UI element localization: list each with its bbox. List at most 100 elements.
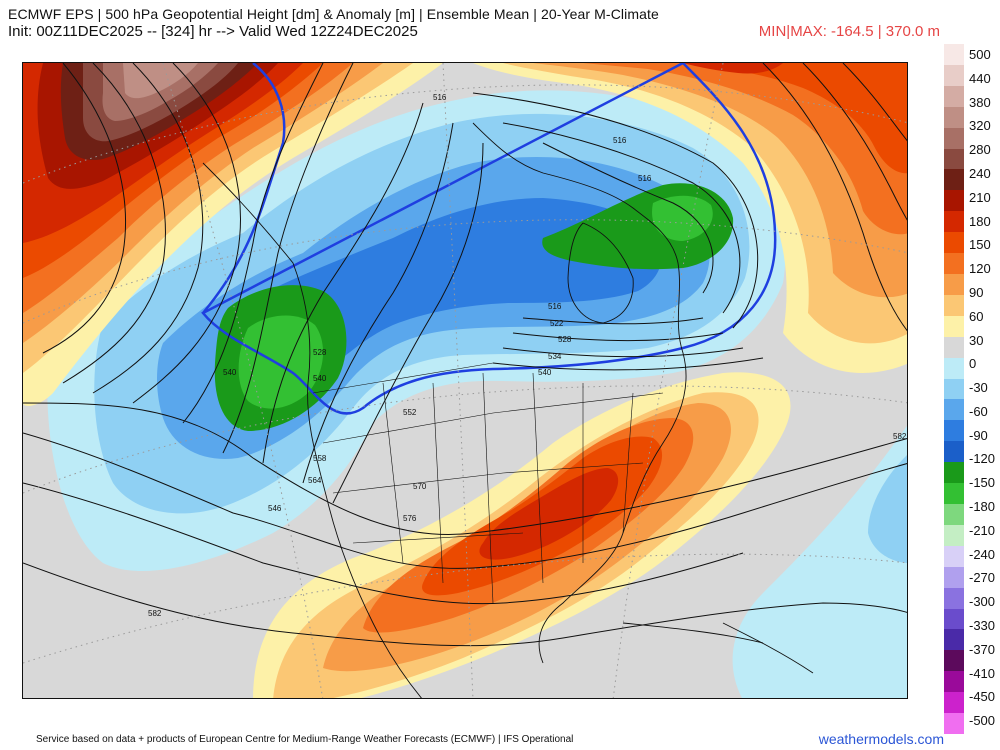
anomaly-pos-deepred-se [479,468,619,560]
legend-label: -370 [969,641,996,657]
legend-swatch [944,462,964,484]
anomaly-neg-lightgreen-east [652,195,713,241]
contour-label: 528 [313,348,327,357]
legend-swatch [944,504,964,526]
legend-label: -30 [969,380,988,396]
legend-label: 380 [969,94,991,110]
contour-label: 570 [413,482,427,491]
contour-label: 552 [403,408,417,417]
legend-swatch [944,629,964,651]
legend-swatch [944,190,964,212]
contour-label: 522 [550,319,564,328]
legend-swatch [944,253,964,275]
legend-label: 240 [969,165,991,181]
min-max-readout: MIN|MAX: -164.5 | 370.0 m [758,23,940,40]
legend-swatch [944,378,964,400]
legend-label: -330 [969,618,996,634]
contour-label: 516 [548,302,562,311]
legend-swatch [944,441,964,463]
anomaly-neg-atlantic-mid [868,455,907,563]
legend-swatch [944,127,964,150]
legend-label: 210 [969,189,991,205]
legend-swatch [944,294,964,317]
legend-label: 150 [969,237,991,253]
legend-swatch [944,85,964,108]
contour-label-group: 516 516 516 516 522 528 534 540 540 528 … [148,93,907,618]
map-subtitle: Init: 00Z11DEC2025 -- [324] hr --> Valid… [8,23,418,40]
contour-label: 564 [308,476,322,485]
legend-label: 500 [969,47,991,62]
anomaly-pos-red-ne [633,63,907,174]
legend-swatch [944,232,964,254]
anomaly-neg-atlantic [732,425,907,698]
data-credit: Service based on data + products of Euro… [36,734,574,745]
legend-swatch [944,169,964,191]
legend-label: -180 [969,499,996,515]
legend-swatch [944,274,964,296]
legend-swatch [944,545,964,568]
contour-label: 558 [313,454,327,463]
legend-label: -410 [969,665,996,681]
legend-label: -500 [969,713,996,729]
contour-label: 576 [403,514,417,523]
legend-swatch [944,399,964,421]
legend-swatch [944,650,964,672]
legend-label: 90 [969,284,984,300]
contour-label: 540 [223,368,237,377]
legend-label: 0 [969,356,977,372]
legend-label: -150 [969,475,996,491]
anomaly-pos-dorange-ne [583,63,907,235]
legend-label: 120 [969,261,991,277]
legend-swatch [944,357,964,380]
map-title: ECMWF EPS | 500 hPa Geopotential Height … [8,6,659,22]
legend-label: 440 [969,70,991,86]
legend-swatch [944,713,964,735]
legend-label: -270 [969,570,996,586]
legend-label: 280 [969,142,991,158]
contour-label: 582 [148,609,162,618]
contour-label: 516 [433,93,447,102]
legend-swatch [944,608,964,630]
legend-swatch [944,524,964,547]
weather-map: 516 516 516 516 522 528 534 540 540 528 … [22,62,908,699]
contour-label: 546 [268,504,282,513]
contour-label: 534 [548,352,562,361]
coastlines [202,122,814,698]
color-legend: 500 440 380 320 280 240 210 180 150 120 90 60 30 0 -30… [944,44,1000,735]
site-link[interactable]: weathermodels.com [818,731,944,747]
political-borders [312,362,664,604]
legend-swatch [944,44,964,66]
contour-label: 516 [638,174,652,183]
legend-label: -240 [969,546,996,562]
height-contours [23,63,907,647]
legend-swatch [944,211,964,233]
graticule [23,63,907,698]
legend-swatch [944,315,964,338]
legend-label: -90 [969,427,988,443]
legend-swatch [944,671,964,693]
anomaly-pos-deepred-ne [683,63,783,74]
contour-label: 582 [893,432,907,441]
contour-label: 516 [613,136,627,145]
legend-label: 320 [969,118,991,134]
legend-swatch [944,566,964,589]
contour-label: 540 [313,374,327,383]
legend-swatch [944,587,964,610]
legend-label: 30 [969,332,984,348]
legend-swatch [944,483,964,505]
legend-label: 60 [969,308,984,324]
legend-swatch [944,336,964,359]
legend-swatch [944,692,964,714]
legend-swatch [944,64,964,87]
legend-swatch [944,148,964,170]
legend-label: 180 [969,213,991,229]
legend-label: -300 [969,594,996,610]
contour-label: 528 [558,335,572,344]
legend-label: -210 [969,522,996,538]
legend-swatch [944,106,964,129]
legend-label: -450 [969,689,996,705]
legend-label: -60 [969,403,988,419]
legend-label: -120 [969,451,996,467]
legend-swatch [944,420,964,442]
contour-label: 540 [538,368,552,377]
